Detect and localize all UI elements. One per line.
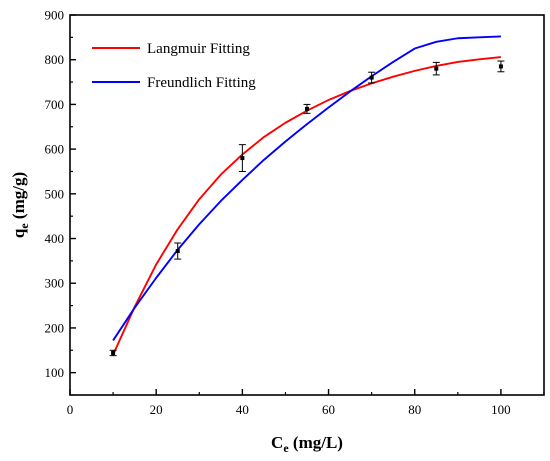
data-point <box>369 75 374 80</box>
y-tick-label: 100 <box>45 365 65 380</box>
x-tick-label: 60 <box>322 402 335 417</box>
x-tick-label: 80 <box>408 402 421 417</box>
data-point <box>240 156 245 161</box>
legend-label-langmuir: Langmuir Fitting <box>147 41 250 57</box>
y-tick-label: 400 <box>45 231 65 246</box>
x-tick-label: 40 <box>236 402 249 417</box>
y-axis-title: qe (mg/g) <box>9 172 31 238</box>
data-point <box>175 249 180 254</box>
y-tick-label: 500 <box>45 186 65 201</box>
legend: Langmuir Fitting Freundlich Fitting <box>92 41 256 91</box>
data-point <box>111 350 116 355</box>
x-tick-label: 100 <box>491 402 511 417</box>
y-tick-label: 800 <box>45 52 65 67</box>
data-point <box>498 64 503 69</box>
axis-ticks: 0 20 40 60 80 100 100 200 300 400 500 600 700 800 900 <box>45 8 545 417</box>
plot-frame <box>69 14 545 396</box>
data-point <box>434 66 439 71</box>
y-tick-label: 900 <box>45 8 65 23</box>
langmuir-fit-line <box>112 56 502 356</box>
y-tick-label: 300 <box>45 276 65 291</box>
x-axis-title: Ce (mg/L) <box>271 433 343 455</box>
x-tick-label: 20 <box>150 402 163 417</box>
data-point <box>305 106 309 111</box>
y-tick-label: 700 <box>45 97 65 112</box>
x-tick-label: 0 <box>67 402 74 417</box>
data-points <box>109 60 505 357</box>
legend-label-freundlich: Freundlich Fitting <box>147 75 256 91</box>
y-tick-label: 200 <box>45 320 65 335</box>
y-tick-label: 600 <box>45 142 65 157</box>
